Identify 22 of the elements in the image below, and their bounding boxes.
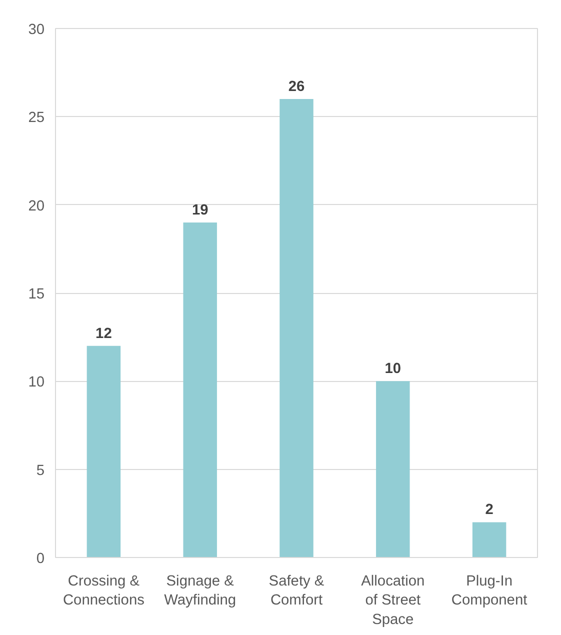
data-label: 12	[96, 326, 112, 342]
data-label: 26	[288, 79, 305, 96]
y-tick-label: 25	[28, 110, 45, 126]
bar	[376, 381, 410, 558]
y-tick-label: 20	[28, 198, 45, 214]
x-tick-label: Signage & Wayfinding	[164, 574, 236, 609]
bar	[472, 522, 506, 558]
data-label: 10	[384, 361, 402, 378]
y-tick-label: 10	[28, 374, 45, 391]
x-tick-label: Crossing & Connections	[62, 574, 144, 609]
y-tick-label: 0	[36, 551, 45, 567]
data-label: 2	[485, 502, 494, 518]
bar	[280, 99, 314, 558]
y-tick-label: 5	[36, 462, 45, 479]
y-tick-label: 30	[28, 22, 45, 38]
x-tick-label: Allocation of Street Space	[361, 574, 425, 628]
bar	[183, 222, 217, 558]
y-tick-label: 15	[28, 286, 45, 302]
bar	[86, 346, 121, 558]
data-label: 19	[192, 202, 208, 218]
x-tick-label: Safety & Comfort	[268, 574, 324, 609]
x-tick-label: Plug-In Component	[451, 574, 528, 609]
